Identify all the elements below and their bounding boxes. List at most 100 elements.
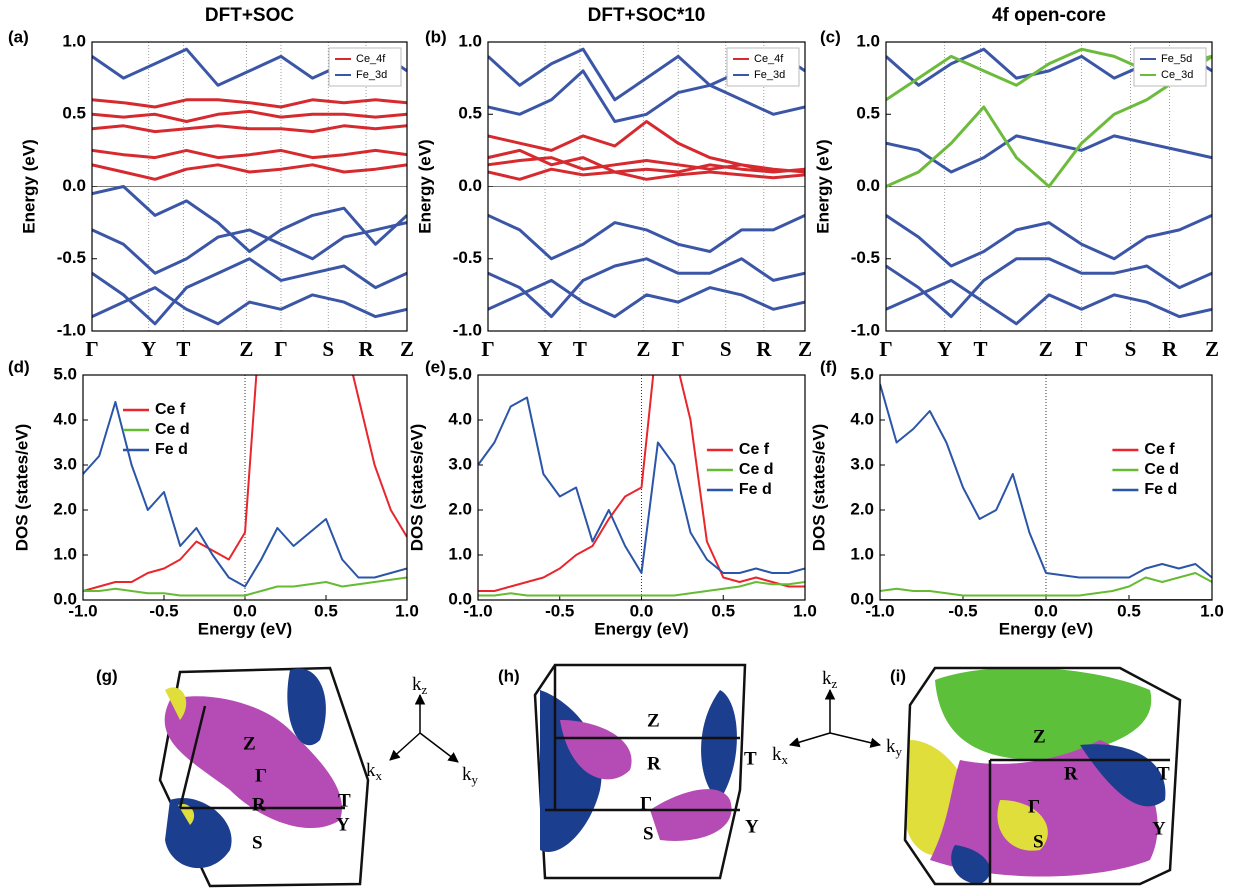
k-point-label: Y (336, 814, 350, 835)
y-tick-label: 2.0 (850, 499, 874, 518)
k-subscript: x (376, 768, 383, 783)
plot-frame (885, 41, 1213, 332)
axis-label: kx (366, 760, 383, 783)
k-point-label: Γ (1028, 796, 1040, 817)
x-tick-label: -1.0 (68, 601, 97, 620)
y-tick-label: 3.0 (850, 454, 874, 473)
x-tick-label: R (1162, 337, 1178, 361)
y-tick-label: -0.5 (453, 248, 482, 267)
band (488, 47, 805, 319)
y-tick-label: 1.0 (62, 31, 86, 50)
y-tick-label: 0.5 (458, 104, 482, 123)
k-point-label: Z (243, 733, 256, 754)
x-tick-label: -0.5 (545, 601, 574, 620)
x-tick-label: 0.0 (1034, 601, 1058, 620)
x-tick-label: -0.5 (149, 601, 178, 620)
y-tick-label: -0.5 (851, 248, 880, 267)
y-axis-label: Energy (eV) (813, 139, 832, 233)
y-tick-label: 1.0 (53, 544, 77, 563)
legend-label: Ce d (739, 461, 774, 478)
k-point-label: S (252, 832, 263, 853)
y-tick-label: 2.0 (448, 499, 472, 518)
k-point-label: S (643, 823, 654, 844)
y-axis-label: DOS (states/eV) (12, 424, 31, 552)
k-point-label: R (1064, 763, 1078, 784)
dos-curve (880, 383, 1212, 579)
panel-label: (b) (425, 27, 447, 46)
panel-label: (c) (820, 27, 841, 46)
plot-frame (477, 374, 806, 601)
k-symbol: k (772, 744, 782, 765)
plot-frame (879, 374, 1213, 601)
lines (478, 375, 805, 597)
y-tick-label: 0.0 (850, 589, 874, 608)
k-subscript: y (896, 744, 903, 759)
x-tick-label: Y (537, 337, 552, 361)
y-tick-label: 3.0 (53, 454, 77, 473)
panel-label: (g) (96, 666, 118, 685)
y-tick-label: 0.5 (856, 104, 880, 123)
legend-label: Fe_3d (356, 69, 387, 81)
y-axis-label: DOS (states/eV) (407, 424, 426, 552)
k-symbol: k (822, 668, 832, 689)
x-tick-label: 1.0 (793, 601, 817, 620)
legend-label: Fe d (739, 481, 772, 498)
k-symbol: k (412, 674, 422, 695)
k-point-label: T (744, 748, 757, 769)
x-tick-label: 0.5 (711, 601, 735, 620)
x-axis-label: Energy (eV) (198, 619, 292, 638)
legend-label: Ce f (155, 401, 186, 418)
y-tick-label: 5.0 (850, 364, 874, 383)
legend-label: Fe_5d (1161, 53, 1192, 65)
legend-box (726, 47, 800, 87)
lines (488, 47, 805, 319)
legend-label: Fe d (155, 441, 188, 458)
k-point-label: Γ (255, 765, 267, 786)
k-symbol: k (462, 764, 472, 785)
legend-label: Ce_4f (754, 53, 784, 65)
x-tick-label: Z (1205, 337, 1219, 361)
legend-label: Ce_3d (1161, 69, 1193, 81)
axis-label: kx (772, 744, 789, 767)
panel-label: (i) (890, 666, 906, 685)
x-tick-label: Γ (481, 337, 494, 361)
legend-label: Ce f (1144, 441, 1175, 458)
panel-label: (h) (498, 666, 520, 685)
k-axes-2 (788, 688, 882, 748)
x-tick-label: Γ (1075, 337, 1088, 361)
y-axis-label: Energy (eV) (19, 139, 38, 233)
k-point-label: S (1033, 831, 1044, 852)
x-axis-label: Energy (eV) (999, 619, 1093, 638)
legend-label: Ce f (739, 441, 770, 458)
y-tick-label: -1.0 (453, 320, 482, 339)
lines (83, 375, 407, 597)
panel-label: (f) (820, 357, 837, 376)
k-point-label: Y (1152, 818, 1166, 839)
k-point-label: R (252, 794, 266, 815)
y-tick-label: -1.0 (851, 320, 880, 339)
k-point-label: T (1157, 763, 1170, 784)
x-tick-label: R (358, 337, 374, 361)
band (92, 98, 407, 181)
dos-curve (478, 375, 805, 592)
plot-frame (82, 374, 408, 601)
x-tick-label: 0.0 (233, 601, 257, 620)
fermi-surface-i (903, 666, 1182, 886)
k-point-label: Γ (640, 793, 652, 814)
band (488, 120, 805, 181)
x-tick-label: Γ (274, 337, 287, 361)
k-axes-1 (389, 693, 459, 763)
x-tick-label: Z (636, 337, 650, 361)
dos-curve (478, 396, 805, 574)
panel-label: (a) (8, 27, 29, 46)
k-subscript: x (782, 752, 789, 767)
axis-label: kz (822, 668, 838, 691)
band (886, 47, 1212, 326)
k-point-label: R (647, 753, 661, 774)
chart-title: 4f open-core (992, 5, 1106, 26)
plot-frame (487, 41, 806, 332)
x-tick-label: Y (141, 337, 156, 361)
legend-box (1133, 47, 1207, 87)
y-axis-label: Energy (eV) (415, 139, 434, 233)
panel-label: (d) (8, 357, 30, 376)
